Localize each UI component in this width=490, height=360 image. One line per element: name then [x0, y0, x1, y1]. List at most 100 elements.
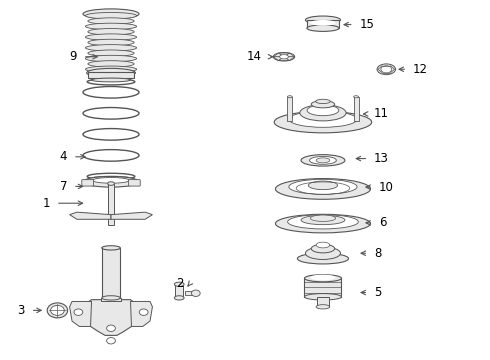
- Polygon shape: [273, 57, 284, 60]
- Polygon shape: [111, 212, 152, 219]
- Text: 1: 1: [43, 197, 50, 210]
- Ellipse shape: [301, 155, 345, 166]
- Polygon shape: [279, 57, 289, 60]
- Ellipse shape: [87, 68, 135, 77]
- Ellipse shape: [88, 50, 134, 57]
- Polygon shape: [284, 53, 294, 57]
- Ellipse shape: [174, 296, 184, 300]
- Ellipse shape: [88, 18, 134, 24]
- Ellipse shape: [354, 96, 359, 98]
- Text: 15: 15: [360, 18, 374, 31]
- Ellipse shape: [93, 177, 129, 183]
- Ellipse shape: [85, 66, 137, 72]
- FancyBboxPatch shape: [128, 180, 140, 186]
- Ellipse shape: [307, 105, 339, 116]
- Ellipse shape: [301, 215, 345, 225]
- Bar: [88, 72, 134, 78]
- Ellipse shape: [300, 105, 346, 121]
- Ellipse shape: [174, 282, 184, 287]
- Ellipse shape: [107, 325, 116, 332]
- Text: 3: 3: [18, 304, 25, 317]
- Ellipse shape: [85, 13, 137, 19]
- Ellipse shape: [288, 215, 358, 229]
- Ellipse shape: [280, 55, 288, 59]
- Ellipse shape: [297, 253, 348, 264]
- Ellipse shape: [288, 96, 292, 98]
- Ellipse shape: [108, 182, 115, 185]
- Bar: [185, 291, 197, 296]
- Bar: [304, 278, 342, 297]
- Ellipse shape: [308, 181, 338, 190]
- Ellipse shape: [377, 64, 395, 75]
- Ellipse shape: [83, 176, 139, 187]
- Ellipse shape: [311, 244, 335, 253]
- Ellipse shape: [289, 111, 357, 127]
- Ellipse shape: [102, 246, 120, 250]
- Bar: [307, 19, 339, 28]
- Ellipse shape: [310, 157, 336, 164]
- Text: 9: 9: [70, 50, 77, 63]
- Polygon shape: [130, 301, 152, 327]
- Polygon shape: [273, 53, 284, 57]
- Ellipse shape: [275, 179, 370, 199]
- Ellipse shape: [311, 101, 335, 108]
- Ellipse shape: [289, 179, 357, 194]
- Ellipse shape: [85, 45, 137, 51]
- Text: 12: 12: [413, 63, 428, 76]
- Bar: [101, 298, 121, 301]
- Ellipse shape: [316, 305, 330, 309]
- Ellipse shape: [304, 294, 342, 300]
- Bar: [108, 184, 115, 225]
- Ellipse shape: [316, 99, 330, 104]
- Ellipse shape: [305, 247, 341, 260]
- Ellipse shape: [88, 61, 134, 67]
- Text: 4: 4: [60, 150, 67, 163]
- Text: 14: 14: [247, 50, 262, 63]
- Ellipse shape: [47, 303, 68, 318]
- Ellipse shape: [92, 176, 131, 180]
- Ellipse shape: [192, 290, 200, 296]
- Text: 5: 5: [374, 286, 382, 299]
- Ellipse shape: [310, 275, 336, 280]
- Text: 8: 8: [374, 247, 382, 260]
- Text: 10: 10: [379, 181, 394, 194]
- Text: 11: 11: [374, 107, 389, 120]
- Ellipse shape: [275, 214, 370, 233]
- Polygon shape: [81, 300, 141, 336]
- Text: 6: 6: [379, 216, 387, 229]
- Ellipse shape: [139, 309, 148, 315]
- Ellipse shape: [88, 28, 134, 35]
- Polygon shape: [70, 301, 92, 327]
- Ellipse shape: [316, 242, 330, 248]
- Bar: [317, 297, 329, 307]
- Bar: [175, 284, 183, 298]
- Ellipse shape: [307, 25, 339, 31]
- Ellipse shape: [83, 9, 139, 19]
- Ellipse shape: [304, 275, 342, 282]
- Text: 7: 7: [60, 180, 67, 193]
- Ellipse shape: [316, 158, 330, 163]
- Ellipse shape: [305, 16, 341, 24]
- Polygon shape: [284, 57, 294, 60]
- Ellipse shape: [107, 338, 116, 344]
- Ellipse shape: [310, 215, 336, 221]
- Ellipse shape: [85, 55, 137, 62]
- Text: 13: 13: [374, 152, 389, 165]
- Ellipse shape: [85, 34, 137, 40]
- Ellipse shape: [88, 39, 134, 46]
- Text: 2: 2: [176, 277, 184, 290]
- Ellipse shape: [92, 78, 131, 82]
- Ellipse shape: [102, 296, 120, 300]
- Bar: [288, 97, 292, 121]
- Ellipse shape: [50, 305, 64, 315]
- Bar: [354, 97, 359, 121]
- Bar: [102, 248, 120, 298]
- Ellipse shape: [274, 111, 372, 133]
- Ellipse shape: [310, 20, 336, 26]
- FancyBboxPatch shape: [82, 180, 94, 186]
- Ellipse shape: [74, 309, 83, 315]
- Polygon shape: [70, 212, 111, 219]
- Ellipse shape: [381, 66, 392, 73]
- Ellipse shape: [85, 23, 137, 30]
- Polygon shape: [279, 53, 289, 57]
